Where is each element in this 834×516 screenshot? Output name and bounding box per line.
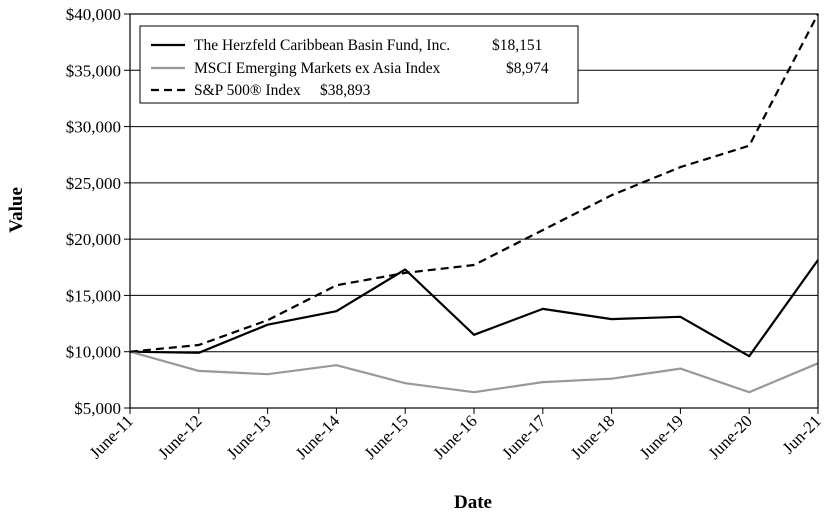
plot-area-border — [129, 13, 819, 409]
y-tick-label: $40,000 — [66, 5, 121, 24]
legend-box — [139, 25, 579, 104]
legend-label-3: S&P 500® Index — [194, 82, 301, 99]
x-tick-label: Jun-21 — [779, 411, 825, 457]
y-tick-label: $20,000 — [66, 230, 121, 249]
legend: The Herzfeld Caribbean Basin Fund, Inc. $… — [139, 25, 579, 104]
y-axis-ticks: $5,000 $10,000 $15,000 $20,000 $25,000 $30,00… — [66, 5, 130, 418]
series-lines — [129, 13, 819, 394]
plot-frame — [129, 13, 819, 409]
series-line-2 — [129, 350, 819, 394]
x-tick-label: June-12 — [154, 411, 205, 462]
legend-value-2: $8,974 — [506, 60, 549, 77]
y-tick-label: $35,000 — [66, 61, 121, 80]
y-axis-title: Value — [6, 187, 27, 233]
legend-label-1: The Herzfeld Caribbean Basin Fund, Inc. — [194, 37, 450, 54]
series-line-1 — [129, 259, 819, 358]
x-tick-label: June-17 — [498, 411, 550, 463]
y-tick-label: $25,000 — [66, 174, 121, 193]
y-tick-label: $10,000 — [66, 343, 121, 362]
x-tick-label: June-18 — [567, 411, 618, 462]
y-tick-label: $15,000 — [66, 286, 121, 305]
x-tick-label: June-11 — [86, 411, 137, 462]
x-tick-label: June-15 — [361, 411, 412, 462]
y-tick-label: $30,000 — [66, 118, 121, 137]
y-tick-label: $5,000 — [74, 399, 121, 418]
legend-label-2: MSCI Emerging Markets ex Asia Index — [194, 60, 441, 77]
x-tick-label: June-14 — [292, 411, 344, 463]
x-tick-label: June-19 — [636, 411, 687, 462]
x-axis-title: Date — [454, 492, 492, 513]
x-axis-ticks: June-11 June-12 June-13 June-14 June-15 June-… — [86, 408, 825, 463]
legend-value-1: $18,151 — [492, 37, 542, 54]
x-tick-label: June-16 — [429, 411, 480, 462]
x-tick-label: June-13 — [223, 411, 274, 462]
legend-value-3: $38,893 — [320, 82, 371, 99]
gridlines — [130, 69, 818, 353]
x-tick-label: June-20 — [705, 411, 756, 462]
series-line-3 — [129, 13, 819, 353]
